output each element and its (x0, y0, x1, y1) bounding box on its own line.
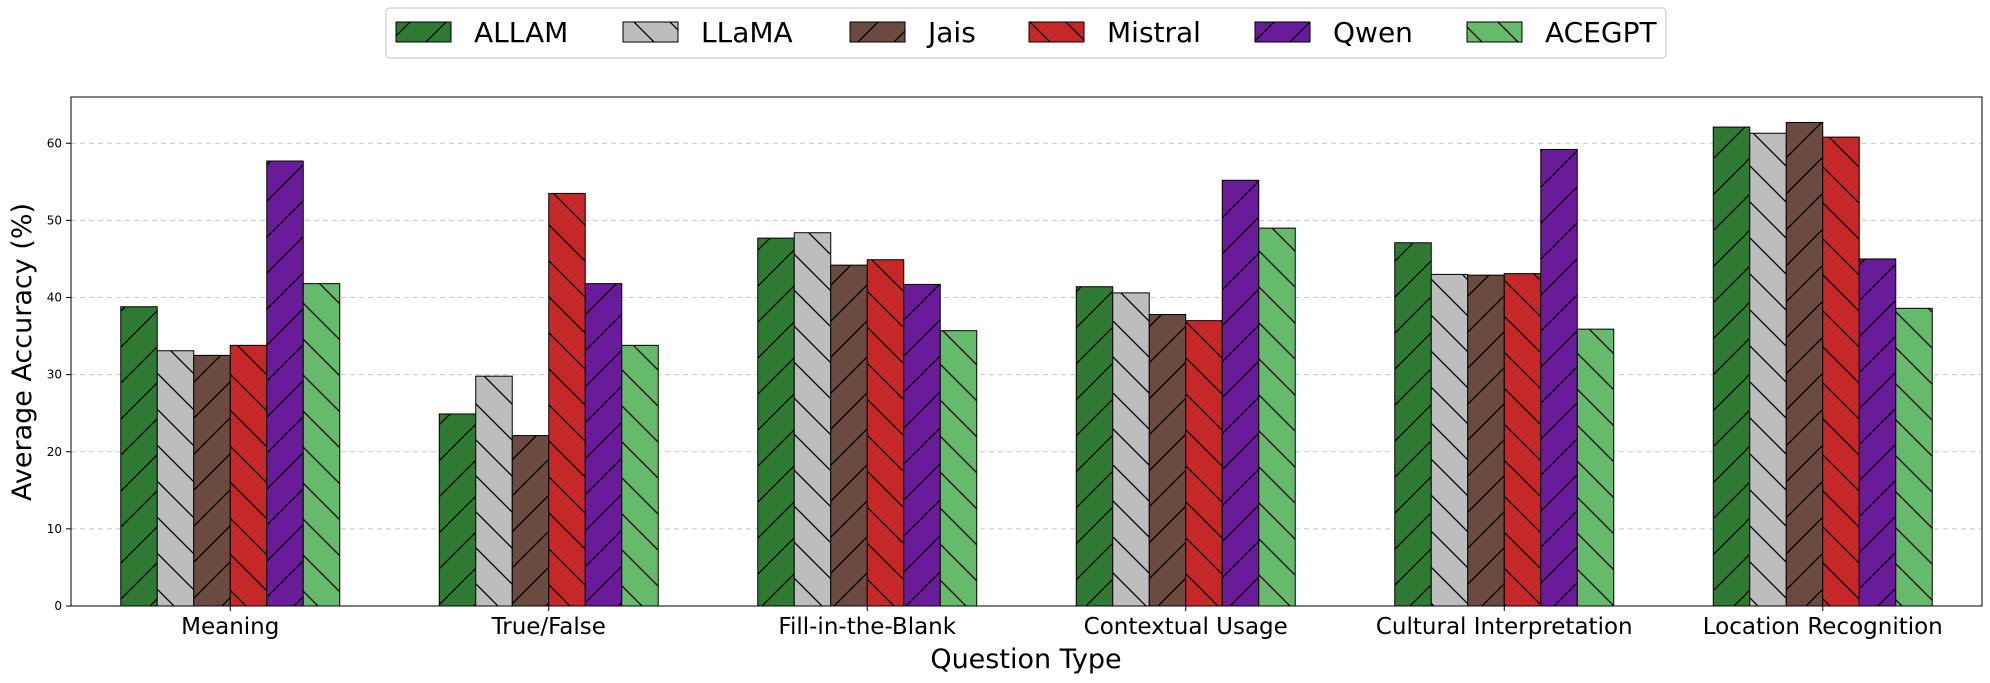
bar-qwen (1858, 258, 1897, 607)
x-tick-label: Fill-in-the-Blank (778, 614, 956, 640)
legend-label-qwen: Qwen (1333, 16, 1413, 49)
bar-mistral (548, 192, 586, 607)
y-tick-label: 20 (47, 445, 62, 459)
x-tick-label: Cultural Interpretation (1376, 614, 1633, 640)
bar-qwen (1540, 148, 1578, 607)
legend-label-acegpt: ACEGPT (1545, 16, 1657, 49)
bar-llama (1749, 132, 1787, 607)
bar-acegpt (1258, 227, 1296, 607)
bar-jais (1148, 313, 1187, 607)
bar-jais (1785, 121, 1824, 607)
bar-qwen (1221, 179, 1260, 607)
legend-swatch-allam (395, 21, 452, 43)
y-axis-title: Average Accuracy (%) (7, 203, 38, 501)
bar-qwen (584, 283, 623, 607)
bar-jais (830, 264, 868, 607)
bar-allam (1394, 242, 1432, 607)
x-tick-label: Location Recognition (1703, 614, 1943, 640)
x-axis: Meaning True/False Fill-in-the-Blank Contex… (181, 606, 1943, 640)
bar-allam (1075, 286, 1114, 607)
bars (120, 121, 1933, 607)
bar-mistral (1185, 320, 1223, 607)
bar-allam (1712, 126, 1751, 607)
bar-llama (475, 375, 513, 607)
legend-label-allam: ALLAM (474, 16, 568, 49)
bar-llama (156, 350, 195, 607)
bar-acegpt (1895, 307, 1933, 607)
x-tick-label: Meaning (181, 614, 279, 640)
plot-frame (70, 96, 1983, 607)
bar-mistral (866, 259, 905, 607)
y-axis: 0 10 20 30 40 50 60 (47, 136, 71, 613)
legend-label-mistral: Mistral (1107, 16, 1201, 49)
bar-llama (1430, 273, 1469, 607)
legend-swatch-mistral (1028, 21, 1085, 43)
y-tick-label: 30 (47, 368, 62, 382)
x-tick-label: Contextual Usage (1084, 614, 1288, 640)
grid (71, 142, 1982, 530)
bar-acegpt (939, 330, 978, 607)
bar-qwen (903, 283, 941, 607)
legend-label-jais: Jais (926, 16, 976, 49)
legend-label-llama: LLaMA (701, 16, 793, 49)
bar-allam (120, 306, 158, 607)
y-tick-label: 40 (47, 291, 62, 305)
bar-allam (438, 413, 477, 607)
bar-mistral (229, 344, 268, 607)
y-tick-label: 60 (47, 136, 62, 150)
x-axis-title: Question Type (930, 644, 1121, 675)
legend-swatch-qwen (1254, 21, 1311, 43)
bar-jais (1467, 274, 1505, 607)
x-tick-label: True/False (491, 614, 606, 640)
bar-qwen (266, 160, 304, 607)
bar-mistral (1822, 136, 1860, 607)
legend-swatch-jais (849, 21, 906, 43)
y-tick-label: 0 (54, 599, 62, 613)
bar-acegpt (302, 283, 341, 607)
legend-swatch-llama (622, 21, 679, 43)
bar-acegpt (621, 344, 659, 607)
bar-allam (757, 237, 795, 607)
y-tick-label: 10 (47, 522, 62, 536)
bar-llama (1112, 292, 1150, 607)
bar-mistral (1503, 273, 1542, 607)
bar-acegpt (1576, 328, 1615, 607)
bar-jais (511, 435, 550, 607)
legend-swatch-acegpt (1466, 21, 1523, 43)
bar-jais (193, 354, 231, 607)
bar-llama (793, 232, 832, 607)
y-tick-label: 50 (47, 213, 62, 227)
legend: ALLAM LLaMA Jais Mistral Qwen ACEGPT (385, 7, 1667, 59)
legend-frame (385, 7, 1667, 59)
